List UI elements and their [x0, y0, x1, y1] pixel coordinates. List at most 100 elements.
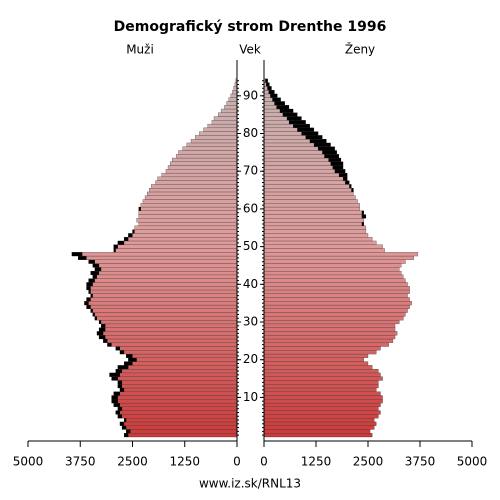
bar-left — [199, 131, 238, 136]
bar-right — [263, 282, 408, 287]
bar-right — [263, 376, 383, 381]
x-tick-label: 3750 — [405, 455, 436, 469]
bar-right — [263, 172, 348, 178]
bar-left — [165, 169, 238, 174]
excess-right — [272, 97, 281, 102]
bar-left — [98, 335, 238, 340]
x-tick-label: 0 — [260, 455, 268, 469]
bar-left — [117, 414, 238, 419]
bar-right — [263, 297, 410, 302]
bar-left — [203, 127, 238, 132]
excess-left — [109, 372, 120, 377]
bar-right — [263, 308, 408, 313]
excess-right — [324, 154, 339, 159]
bar-right — [263, 165, 344, 170]
excess-right — [349, 184, 352, 189]
y-tick-label: 20 — [243, 352, 258, 366]
bar-left — [138, 214, 238, 219]
excess-right — [282, 112, 298, 117]
excess-left — [124, 237, 129, 241]
bar-right — [263, 406, 379, 411]
bar-right — [263, 342, 389, 347]
bar-left — [86, 304, 238, 309]
bar-left — [218, 112, 238, 117]
excess-left — [99, 320, 102, 324]
bar-left — [94, 316, 238, 321]
bar-right — [263, 210, 364, 215]
bar-right — [263, 350, 377, 355]
bar-left — [132, 229, 238, 234]
y-tick-label: 70 — [243, 164, 258, 178]
excess-right — [338, 173, 348, 177]
bar-left — [84, 301, 238, 306]
bar-left — [186, 142, 238, 147]
excess-right — [361, 222, 364, 226]
bar-right — [263, 206, 360, 211]
excess-left — [96, 331, 104, 336]
excess-left — [117, 384, 123, 388]
bar-right — [263, 188, 354, 193]
excess-left — [88, 259, 95, 264]
excess-right — [305, 135, 323, 140]
excess-left — [101, 323, 106, 328]
excess-left — [115, 410, 120, 415]
bar-left — [128, 233, 238, 238]
bar-right — [263, 240, 377, 245]
excess-right — [265, 78, 268, 83]
bar-left — [126, 429, 238, 434]
y-tick-label: 80 — [243, 126, 258, 140]
bar-right — [263, 221, 364, 227]
bar-left — [195, 135, 238, 140]
bar-right — [263, 395, 383, 400]
bar-right — [263, 331, 398, 336]
bar-left — [88, 289, 238, 294]
bar-right — [263, 365, 373, 370]
bar-right — [263, 425, 375, 430]
bar-right — [263, 433, 373, 438]
excess-right — [279, 109, 294, 113]
bar-right — [263, 353, 369, 358]
excess-left — [126, 429, 131, 434]
excess-left — [117, 380, 123, 385]
excess-right — [276, 105, 289, 110]
excess-right — [313, 142, 331, 147]
excess-right — [286, 116, 302, 121]
bar-left — [115, 368, 238, 374]
bar-left — [117, 365, 238, 370]
excess-left — [113, 248, 116, 253]
right-label: Ženy — [345, 42, 375, 57]
left-label: Muži — [126, 43, 154, 57]
footer: www.iz.sk/RNL13 — [199, 477, 301, 491]
y-tick-label: 10 — [243, 390, 258, 404]
y-tick-label: 90 — [243, 88, 258, 102]
excess-left — [88, 278, 95, 283]
bar-right — [263, 335, 396, 340]
excess-right — [267, 86, 272, 91]
x-tick-label: 1250 — [301, 455, 332, 469]
bar-right — [263, 214, 367, 219]
excess-left — [94, 316, 97, 321]
bar-right — [263, 293, 408, 298]
excess-left — [111, 395, 118, 400]
bar-left — [117, 384, 238, 389]
bar-right — [263, 414, 379, 419]
excess-left — [90, 271, 100, 275]
bar-left — [224, 105, 238, 110]
bar-left — [92, 263, 238, 268]
excess-left — [92, 263, 100, 268]
bar-left — [144, 195, 238, 200]
excess-left — [132, 229, 135, 234]
bar-right — [263, 199, 358, 204]
bar-right — [263, 244, 383, 249]
excess-left — [88, 289, 91, 294]
bar-right — [263, 421, 377, 426]
bar-left — [172, 157, 238, 162]
bar-left — [113, 248, 238, 253]
bar-left — [113, 391, 238, 396]
bar-right — [263, 218, 364, 223]
bar-left — [126, 353, 238, 358]
bar-left — [92, 274, 238, 279]
bar-left — [232, 90, 238, 95]
bar-left — [98, 327, 238, 332]
x-tick-label: 5000 — [13, 455, 44, 469]
